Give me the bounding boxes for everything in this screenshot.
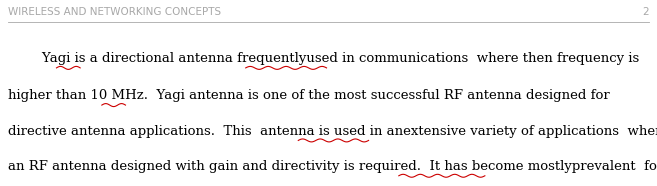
Text: an RF antenna designed with gain and directivity is required.  It has become mos: an RF antenna designed with gain and dir… [8,160,657,173]
Text: 2: 2 [643,7,649,17]
Text: higher than 10 MHz.  Yagi antenna is one of the most successful RF antenna desig: higher than 10 MHz. Yagi antenna is one … [8,89,610,102]
Text: Yagi is a directional antenna frequentlyused in communications  where then frequ: Yagi is a directional antenna frequently… [8,52,639,65]
Text: WIRELESS AND NETWORKING CONCEPTS: WIRELESS AND NETWORKING CONCEPTS [8,7,221,17]
Text: directive antenna applications.  This  antenna is used in anextensive variety of: directive antenna applications. This ant… [8,125,657,138]
